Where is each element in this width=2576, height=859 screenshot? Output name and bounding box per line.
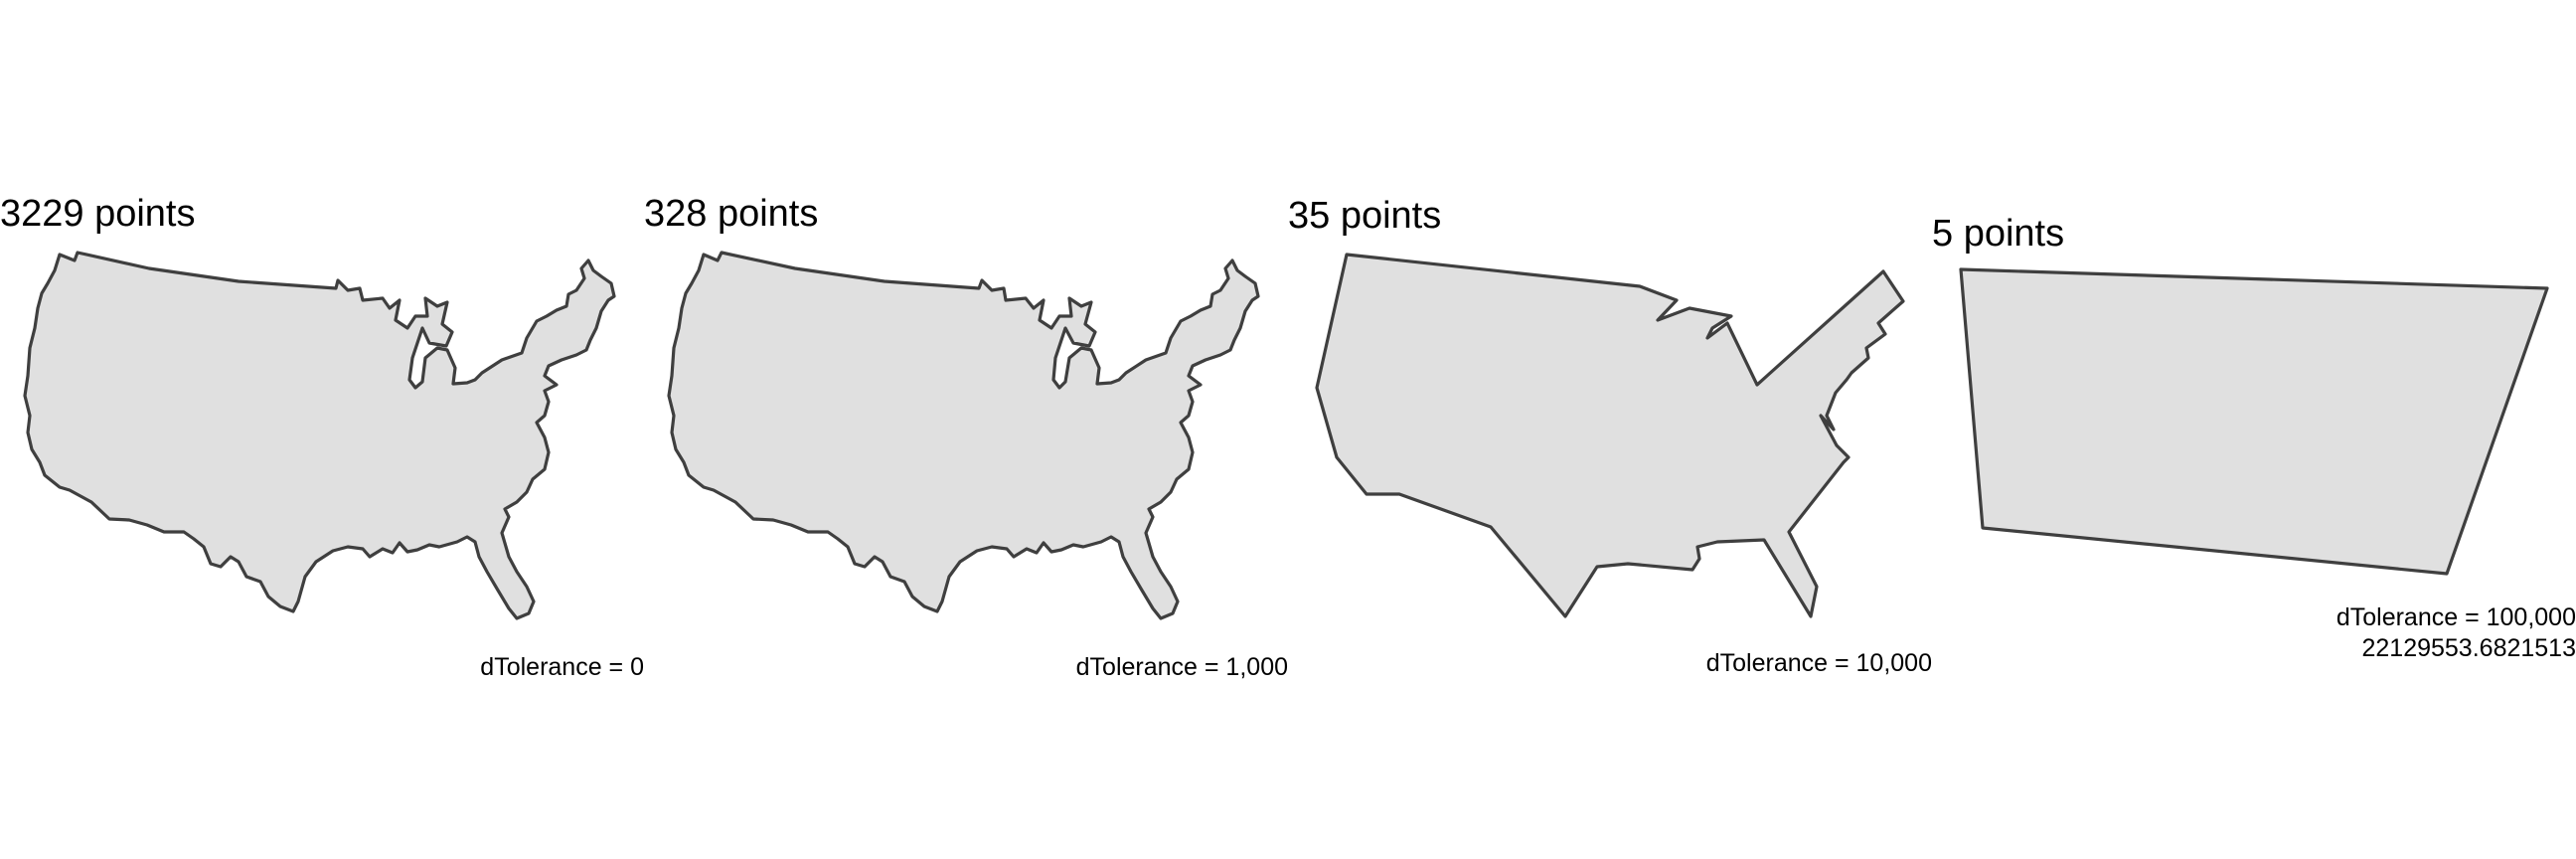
- usa-outline-1000: [667, 251, 1260, 620]
- panel-caption-1: dTolerance = 0: [480, 653, 644, 681]
- panel-title-3: 35 points: [1288, 195, 1442, 237]
- panel-caption-3: dTolerance = 10,000: [1705, 649, 1932, 677]
- panel-title-2: 328 points: [644, 193, 819, 235]
- panel-caption-2: dTolerance = 1,000: [1075, 653, 1288, 681]
- usa-outline-10000: [1315, 253, 1905, 618]
- usa-outline-100000: [1959, 267, 2549, 576]
- panel-title-4: 5 points: [1932, 213, 2065, 255]
- panel-caption-4: dTolerance = 100,000 22129553.6821513: [2336, 602, 2576, 665]
- panel-title-1: 3229 points: [0, 193, 196, 235]
- usa-outline-0: [23, 251, 616, 620]
- panel-caption-4-line2: 22129553.6821513: [2361, 634, 2576, 663]
- panel-caption-4-line1: dTolerance = 100,000: [2335, 603, 2576, 631]
